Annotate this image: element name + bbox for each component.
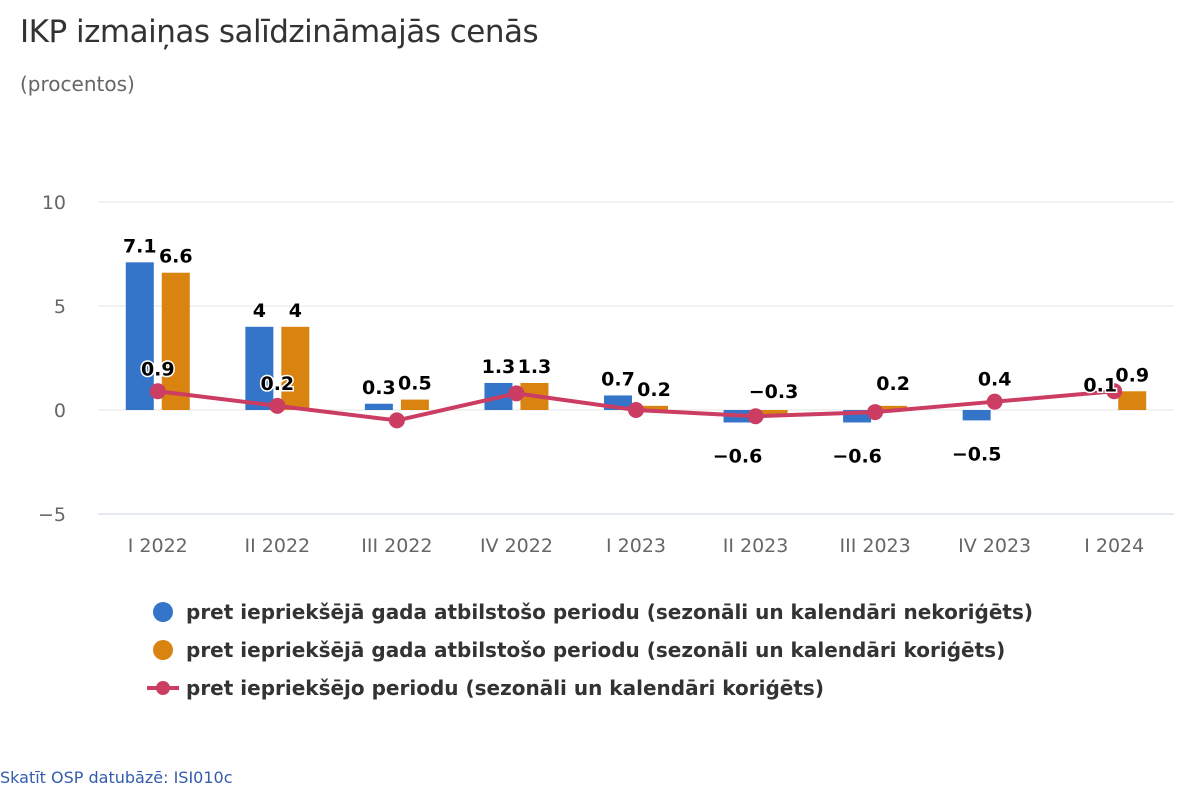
bar	[245, 326, 274, 410]
x-tick-label: III 2022	[361, 535, 432, 557]
x-tick-label: IV 2022	[480, 535, 553, 557]
data-label: 0.5	[398, 373, 432, 395]
y-axis-ticks: 10 5 0 −5	[38, 192, 66, 526]
data-label: 1.3	[482, 356, 516, 378]
y-tick-label: 5	[54, 296, 66, 318]
data-label: 0.9	[141, 358, 175, 380]
bars	[125, 262, 1147, 423]
legend-marker	[156, 681, 170, 695]
data-label: 6.6	[159, 246, 193, 268]
data-label: 4	[289, 300, 302, 322]
legend: pret iepriekšējā gada atbilstošo periodu…	[146, 593, 1033, 707]
x-tick-label: III 2023	[840, 535, 911, 557]
legend-line-marker-icon	[146, 678, 180, 698]
legend-item-unadjusted[interactable]: pret iepriekšējā gada atbilstošo periodu…	[146, 593, 1033, 631]
chart-title: IKP izmaiņas salīdzināmajās cenās	[20, 14, 539, 50]
line-series	[149, 383, 1123, 429]
bar	[400, 399, 429, 410]
data-label: −0.5	[952, 443, 1002, 465]
bar	[1118, 391, 1147, 410]
x-axis-ticks: I 2022 II 2022 III 2022 IV 2022 I 2023 II 202…	[128, 535, 1144, 557]
legend-circle-icon	[146, 640, 180, 660]
line-point	[1106, 383, 1123, 400]
database-source-link[interactable]: Skatīt OSP datubāzē: ISI010c	[0, 768, 233, 787]
y-tick-label: −5	[38, 504, 66, 526]
bar	[364, 403, 393, 410]
legend-label: pret iepriekšējā gada atbilstošo periodu…	[186, 638, 1006, 662]
bar	[879, 405, 908, 410]
data-label: −0.6	[713, 445, 763, 467]
bar	[281, 326, 310, 410]
data-label: 1.3	[518, 356, 552, 378]
line-point	[269, 397, 286, 414]
data-label: 0.7	[601, 368, 635, 390]
x-tick-label: IV 2023	[958, 535, 1031, 557]
data-label: 4	[253, 300, 266, 322]
line-point	[747, 408, 764, 425]
data-label: 0.2	[260, 373, 294, 395]
data-label: −0.6	[832, 445, 882, 467]
line-point	[388, 412, 405, 429]
x-tick-label: I 2024	[1084, 535, 1144, 557]
data-labels: 7.1 4 0.3 1.3 0.7 −0.6 −0.6 −0.5 6.6 4 0.5 1.3 0.2 −0…	[121, 234, 1150, 469]
x-tick-label: II 2023	[723, 535, 789, 557]
data-label: −0.3	[749, 381, 799, 403]
line-point	[867, 404, 884, 421]
y-tick-label: 0	[54, 400, 66, 422]
bar	[640, 405, 668, 410]
line-point	[986, 393, 1003, 410]
bar	[125, 262, 154, 410]
data-label: 0.4	[978, 369, 1012, 391]
legend-item-adjusted[interactable]: pret iepriekšējā gada atbilstošo periodu…	[146, 631, 1033, 669]
legend-circle-icon	[146, 602, 180, 622]
bar	[962, 410, 991, 421]
line-point	[149, 383, 166, 400]
y-tick-label: 10	[42, 192, 66, 214]
data-label: 0.1	[1083, 374, 1117, 396]
line-point	[508, 385, 525, 402]
x-tick-label: II 2022	[245, 535, 311, 557]
line-point	[628, 402, 644, 418]
bar	[161, 272, 190, 410]
x-tick-label: I 2022	[128, 535, 188, 557]
data-label: 0.9	[1115, 364, 1149, 386]
data-label: 0.3	[362, 377, 396, 399]
data-label: 7.1	[123, 235, 157, 257]
legend-label: pret iepriekšējā gada atbilstošo periodu…	[186, 600, 1034, 624]
data-label: 0.2	[637, 379, 671, 401]
legend-item-previous-period[interactable]: pret iepriekšējo periodu (sezonāli un ka…	[146, 669, 1033, 707]
legend-label: pret iepriekšējo periodu (sezonāli un ka…	[186, 676, 824, 700]
bar	[759, 410, 788, 417]
chart-subtitle: (procentos)	[20, 72, 135, 96]
x-tick-label: I 2023	[606, 535, 666, 557]
data-label: 0.2	[876, 373, 910, 395]
